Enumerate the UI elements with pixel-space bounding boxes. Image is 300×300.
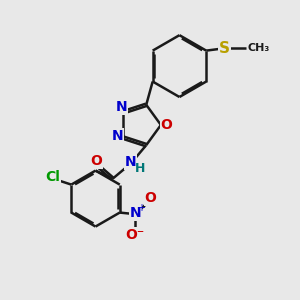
Text: N: N xyxy=(125,155,137,169)
Text: Cl: Cl xyxy=(45,170,60,184)
Text: +: + xyxy=(137,203,145,213)
Text: N: N xyxy=(111,129,123,143)
Text: O⁻: O⁻ xyxy=(126,228,145,242)
Text: H: H xyxy=(135,162,146,175)
Text: O: O xyxy=(90,154,102,168)
Text: CH₃: CH₃ xyxy=(247,43,269,53)
Text: N: N xyxy=(116,100,128,114)
Text: N: N xyxy=(130,206,141,220)
Text: S: S xyxy=(219,41,230,56)
Text: O: O xyxy=(160,118,172,132)
Text: O: O xyxy=(145,191,157,205)
